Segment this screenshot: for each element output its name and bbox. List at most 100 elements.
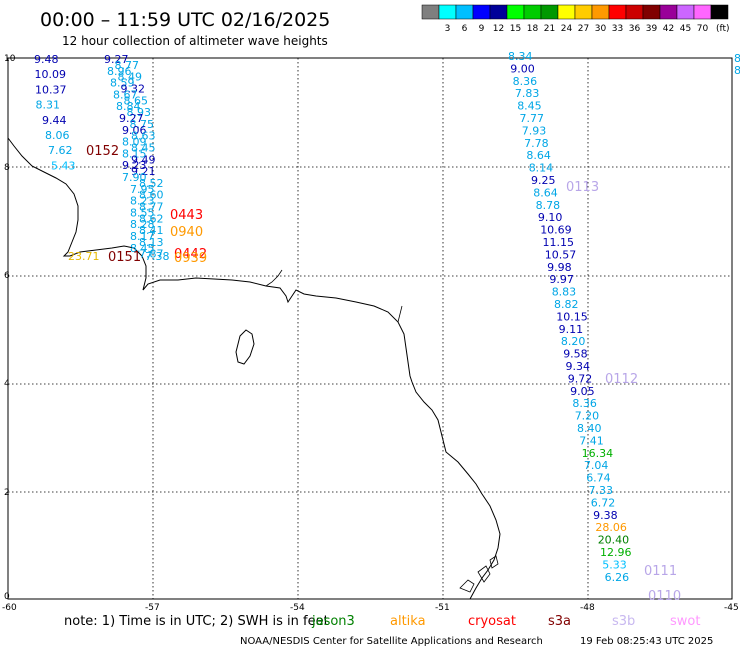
wave-height-label: 10.15 (556, 310, 588, 323)
grid-lines (8, 58, 732, 599)
wave-height-label: 23.71 (68, 250, 100, 263)
wave-height-label: 28.06 (595, 521, 627, 534)
wave-height-label: 8.52 (139, 177, 164, 190)
pass-time-tag: 0112 (605, 372, 638, 387)
wave-height-label: 8.62 (139, 212, 164, 225)
wave-height-label: 9.00 (510, 62, 535, 75)
wave-height-label: 8.23 (130, 195, 155, 208)
legend-tick: 18 (527, 24, 539, 34)
wave-height-label: 9.10 (538, 211, 563, 224)
wave-height-label: 7.33 (589, 484, 614, 497)
legend-tick: 42 (663, 24, 674, 34)
legend-swatch (608, 4, 627, 20)
legend-tick: 33 (612, 24, 623, 34)
wave-height-label: 7.78 (524, 137, 549, 150)
wave-height-label: 9.72 (568, 372, 593, 385)
wave-height-label: 8.63 (131, 130, 156, 143)
coastline (7, 137, 501, 600)
wave-height-label: 11.15 (543, 236, 575, 249)
satellite-name: jason3 (311, 614, 355, 629)
wave-height-label: 8.15 (122, 147, 147, 160)
wave-height-label: 12.96 (600, 546, 632, 559)
wave-height-label: 7.95 (130, 183, 155, 196)
wave-height-label: 7.20 (575, 410, 600, 423)
legend-tick: 3 (445, 24, 451, 34)
legend-swatch (574, 4, 593, 20)
legend-swatch (557, 4, 576, 20)
wave-height-label: 8.31 (36, 99, 61, 112)
wave-height-label: 8.65 (124, 94, 149, 107)
legend-swatch (659, 4, 678, 20)
legend-swatch (693, 4, 712, 20)
wave-height-label: 8.45 (517, 100, 542, 113)
x-tick: -48 (580, 603, 595, 613)
legend-tick: 21 (544, 24, 555, 34)
pass-time-tag: 0443 (170, 208, 203, 223)
legend-tick: 39 (646, 24, 658, 34)
wave-height-label: 8 (734, 64, 740, 77)
wave-height-label: 8.78 (536, 199, 561, 212)
legend-tick: 24 (561, 24, 573, 34)
wave-height-label: 9.25 (531, 174, 556, 187)
wave-height-label: 8.45 (131, 142, 156, 155)
satellite-legend: jason3 altika cryosat s3a s3b swot (311, 614, 700, 629)
legend-swatch (421, 4, 440, 20)
wave-height-label: 6.72 (591, 496, 616, 509)
wave-height-label: 9.23 (122, 159, 147, 172)
wave-height-label: 7.90 (122, 171, 147, 184)
wave-height-label: 7.87 (139, 248, 164, 261)
wave-height-label: 8.64 (533, 186, 558, 199)
wave-height-label: 7.93 (522, 124, 547, 137)
wave-height-label: 9.11 (559, 323, 584, 336)
wave-height-label: 8.83 (552, 286, 577, 299)
legend-swatch (676, 4, 695, 20)
wave-height-label: 20.40 (598, 534, 630, 547)
pass-time-tag: 0939 (174, 251, 207, 266)
wave-height-label: 8.82 (554, 298, 579, 311)
wave-height-label: 7.41 (579, 434, 604, 447)
x-tick: -60 (2, 603, 17, 613)
legend-swatch (710, 4, 729, 20)
legend-tick: 9 (479, 24, 485, 34)
pass-time-tag: 0151 (108, 250, 141, 265)
wave-height-label: 16.34 (582, 447, 614, 460)
wave-height-label: 7.38 (145, 250, 170, 263)
coastline-river (265, 269, 403, 323)
y-tick: 2 (4, 488, 10, 498)
wave-height-label: 9.97 (549, 273, 574, 286)
delta-islands (459, 555, 499, 593)
color-legend: 3 6 9 12 15 18 21 24 27 30 33 36 39 42 45 70 (421, 4, 729, 34)
y-tick: 8 (4, 163, 10, 173)
wave-height-label: 8.45 (130, 242, 155, 255)
wave-height-label: 9.27 (119, 112, 144, 125)
y-tick: 4 (4, 379, 10, 389)
wave-height-label: 7.62 (48, 144, 73, 157)
legend-swatch (489, 4, 508, 20)
legend-swatch (472, 4, 491, 20)
wave-height-label: 9.44 (42, 114, 67, 127)
wave-height-label: 9.34 (566, 360, 591, 373)
wave-height-label: 8.75 (130, 118, 155, 131)
wave-height-label: 8. (734, 52, 740, 65)
x-tick: -54 (290, 603, 305, 613)
x-tick: -45 (724, 603, 739, 613)
legend-swatch (455, 4, 474, 20)
wave-height-label: 9.27 (104, 53, 129, 66)
legend-tick: 12 (493, 24, 504, 34)
wave-height-label: 7.77 (520, 112, 545, 125)
footer-timestamp: 19 Feb 08:25:43 UTC 2025 (580, 636, 713, 647)
pass-time-tag: 0442 (174, 247, 207, 262)
footer-org: NOAA/NESDIS Center for Satellite Applica… (240, 636, 543, 647)
wave-height-label: 8.41 (139, 224, 164, 237)
legend-swatch (625, 4, 644, 20)
island-outline (235, 329, 255, 365)
wave-height-label: 8.77 (139, 201, 164, 214)
wave-height-label: 10.09 (35, 68, 67, 81)
legend-tick: 30 (595, 24, 607, 34)
wave-height-label: 8.36 (572, 397, 597, 410)
wave-height-label: 8.59 (110, 77, 135, 90)
legend-tick: 70 (697, 24, 709, 34)
legend-swatch (540, 4, 559, 20)
wave-height-label: 9.05 (570, 385, 595, 398)
